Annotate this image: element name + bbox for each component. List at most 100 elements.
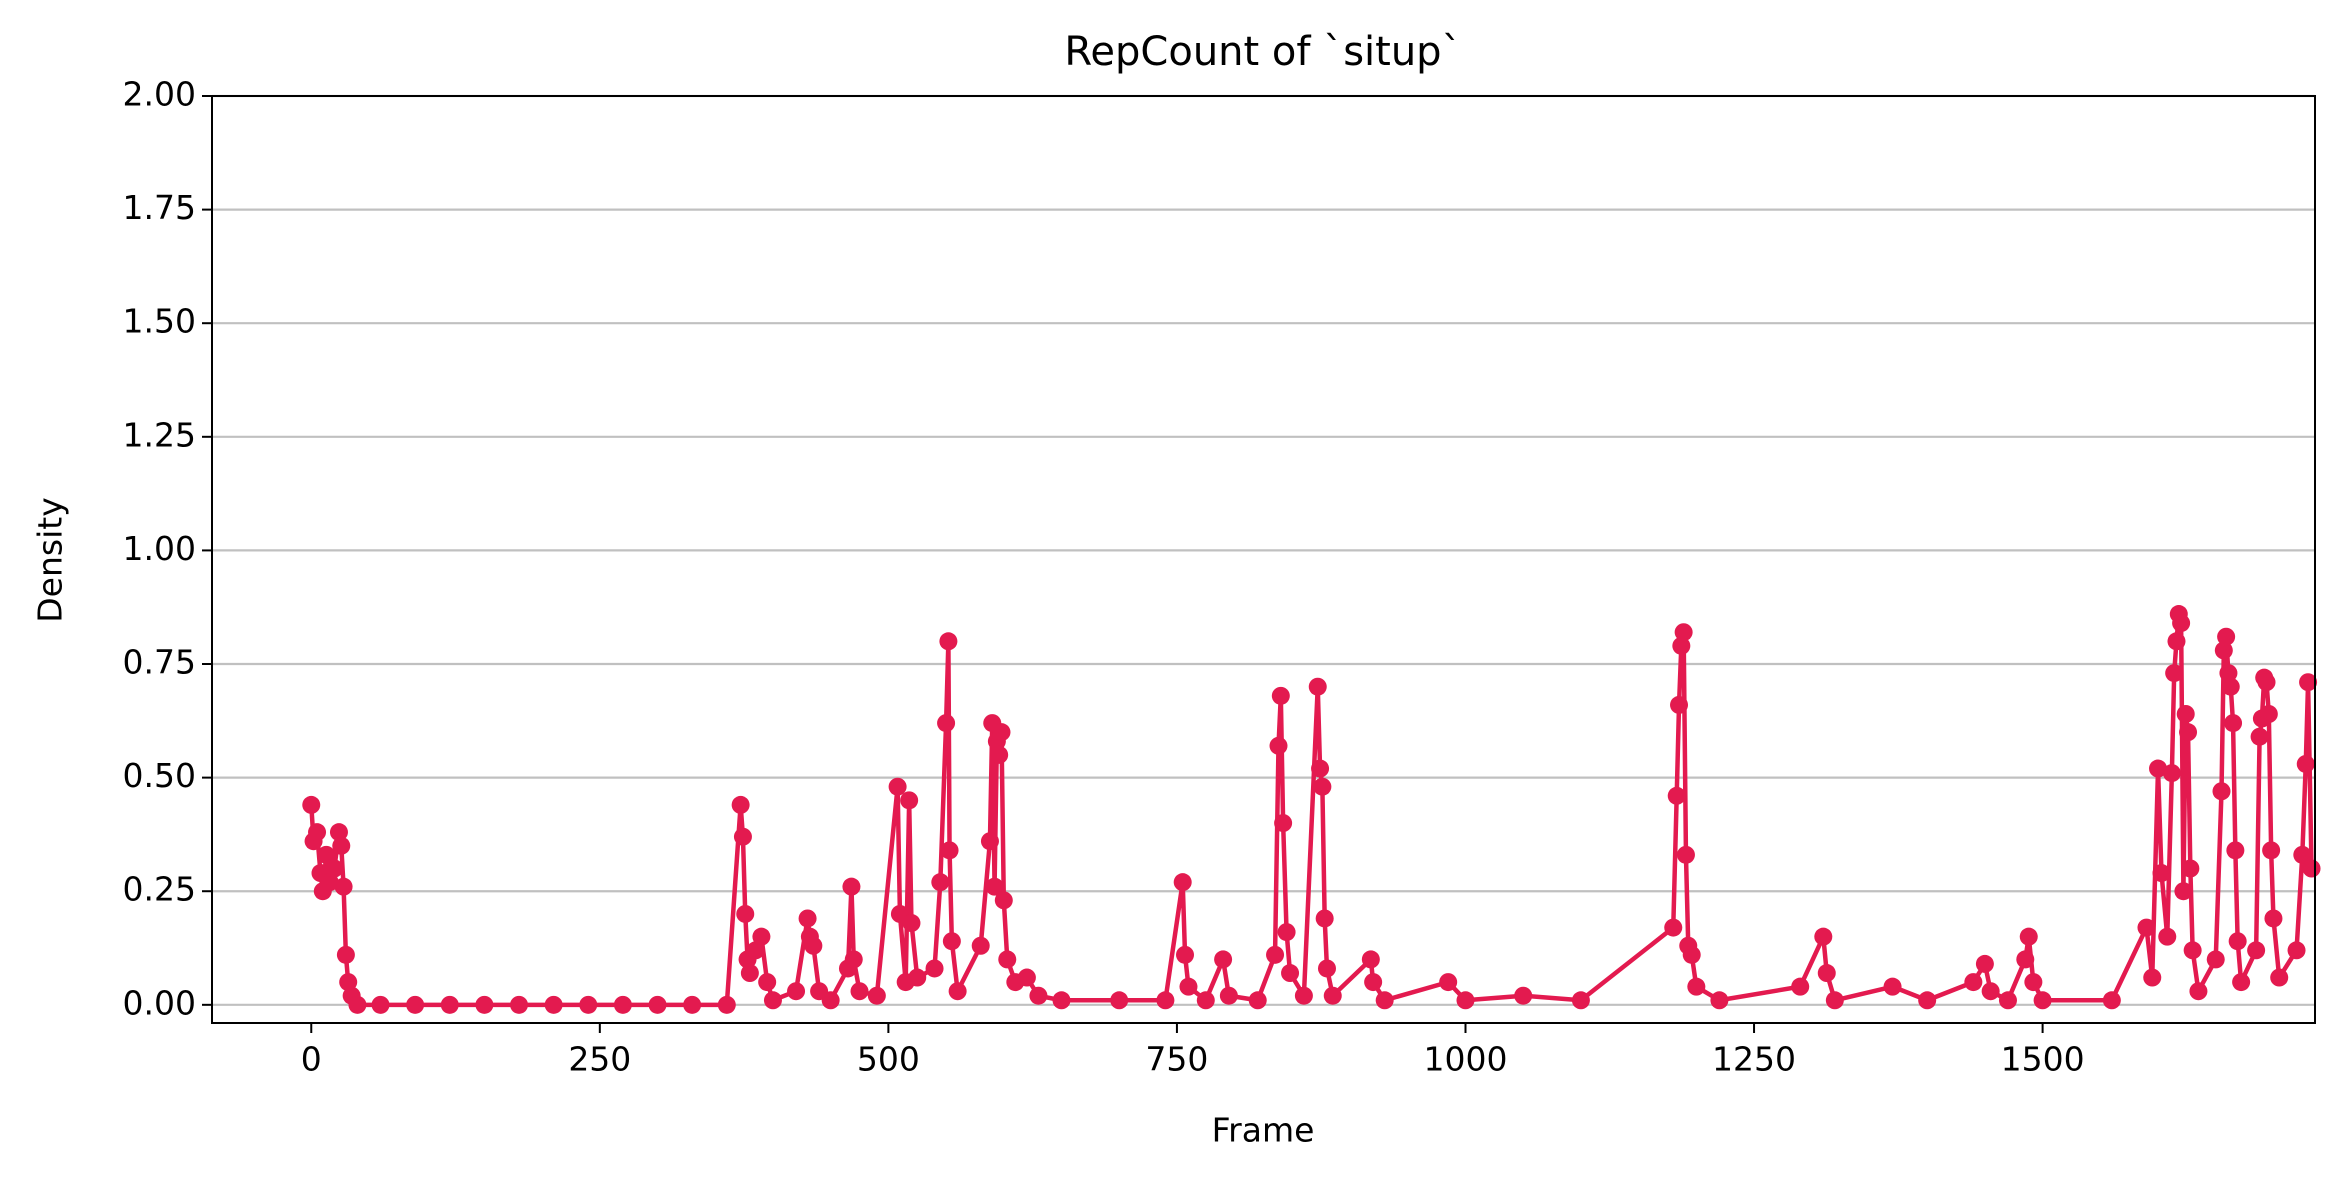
marker bbox=[1308, 677, 1327, 696]
marker bbox=[900, 791, 919, 810]
marker bbox=[2214, 641, 2233, 660]
marker bbox=[1196, 991, 1215, 1010]
marker bbox=[2137, 918, 2156, 937]
x-axis-label: Frame bbox=[1212, 1111, 1315, 1150]
marker bbox=[931, 873, 950, 892]
marker bbox=[1964, 973, 1983, 992]
marker bbox=[1269, 736, 1288, 755]
marker bbox=[2183, 941, 2202, 960]
marker bbox=[940, 841, 959, 860]
marker bbox=[2189, 982, 2208, 1001]
marker bbox=[740, 964, 759, 983]
marker bbox=[842, 877, 861, 896]
marker bbox=[2152, 864, 2171, 883]
y-tick-label: 1.00 bbox=[123, 529, 196, 568]
y-tick-label: 1.75 bbox=[123, 188, 196, 227]
marker bbox=[2228, 932, 2247, 951]
marker bbox=[2019, 927, 2038, 946]
marker bbox=[2172, 614, 2191, 633]
marker bbox=[1266, 945, 1285, 964]
marker bbox=[475, 995, 494, 1014]
marker bbox=[2217, 627, 2236, 646]
marker bbox=[371, 995, 390, 1014]
line bbox=[309, 611, 2314, 1008]
marker bbox=[2257, 673, 2276, 692]
marker bbox=[1179, 977, 1198, 996]
marker bbox=[2287, 941, 2306, 960]
marker bbox=[1219, 986, 1238, 1005]
y-tick-label: 1.50 bbox=[123, 302, 196, 341]
marker bbox=[1998, 991, 2017, 1010]
marker bbox=[2293, 845, 2312, 864]
marker bbox=[1791, 977, 1810, 996]
marker bbox=[2212, 782, 2231, 801]
marker bbox=[992, 723, 1011, 742]
marker bbox=[2016, 950, 2035, 969]
marker bbox=[320, 873, 339, 892]
x-tick-label: 500 bbox=[857, 1040, 920, 1079]
marker bbox=[980, 832, 999, 851]
y-tick-label: 0.75 bbox=[123, 643, 196, 682]
marker bbox=[998, 950, 1017, 969]
y-axis-label: Density bbox=[31, 497, 70, 622]
marker bbox=[329, 823, 348, 842]
marker bbox=[302, 795, 321, 814]
marker bbox=[937, 714, 956, 733]
marker bbox=[332, 836, 351, 855]
marker bbox=[648, 995, 667, 1014]
y-tick-label: 2.00 bbox=[123, 75, 196, 114]
marker bbox=[1311, 759, 1330, 778]
marker bbox=[925, 959, 944, 978]
y-tick-label: 1.25 bbox=[123, 415, 196, 454]
marker bbox=[1674, 623, 1693, 642]
marker bbox=[2167, 632, 2186, 651]
marker bbox=[804, 936, 823, 955]
x-tick-label: 750 bbox=[1145, 1040, 1208, 1079]
marker bbox=[1676, 845, 1695, 864]
y-tick-label: 0.25 bbox=[123, 870, 196, 909]
marker bbox=[939, 632, 958, 651]
y-tick-label: 0.50 bbox=[123, 756, 196, 795]
marker bbox=[1315, 909, 1334, 928]
marker bbox=[1672, 636, 1691, 655]
marker bbox=[1918, 991, 1937, 1010]
marker bbox=[746, 941, 765, 960]
marker bbox=[902, 914, 921, 933]
marker bbox=[787, 982, 806, 1001]
marker bbox=[334, 877, 353, 896]
marker bbox=[798, 909, 817, 928]
marker bbox=[821, 991, 840, 1010]
marker bbox=[1176, 945, 1195, 964]
x-tick-label: 1250 bbox=[1712, 1040, 1796, 1079]
marker bbox=[1017, 968, 1036, 987]
x-tick-label: 1000 bbox=[1423, 1040, 1507, 1079]
marker bbox=[758, 973, 777, 992]
marker bbox=[2232, 973, 2251, 992]
marker bbox=[406, 995, 425, 1014]
marker bbox=[942, 932, 961, 951]
marker bbox=[2206, 950, 2225, 969]
marker bbox=[2033, 991, 2052, 1010]
marker bbox=[1825, 991, 1844, 1010]
marker bbox=[613, 995, 632, 1014]
chart-title: RepCount of `situp` bbox=[1064, 29, 1461, 75]
marker bbox=[2176, 705, 2195, 723]
x-tick-label: 250 bbox=[568, 1040, 631, 1079]
marker bbox=[731, 795, 750, 814]
marker bbox=[339, 973, 358, 992]
marker bbox=[2219, 664, 2238, 683]
marker bbox=[1814, 927, 1833, 946]
marker bbox=[2102, 991, 2121, 1010]
marker bbox=[1323, 986, 1342, 1005]
marker bbox=[2143, 968, 2162, 987]
marker bbox=[717, 995, 736, 1014]
marker bbox=[1317, 959, 1336, 978]
marker bbox=[1571, 991, 1590, 1010]
marker bbox=[1052, 991, 1071, 1010]
marker bbox=[2149, 759, 2168, 778]
marker bbox=[1667, 786, 1686, 805]
marker bbox=[948, 982, 967, 1001]
marker bbox=[1274, 814, 1293, 833]
marker bbox=[2302, 859, 2321, 878]
marker bbox=[1364, 973, 1383, 992]
